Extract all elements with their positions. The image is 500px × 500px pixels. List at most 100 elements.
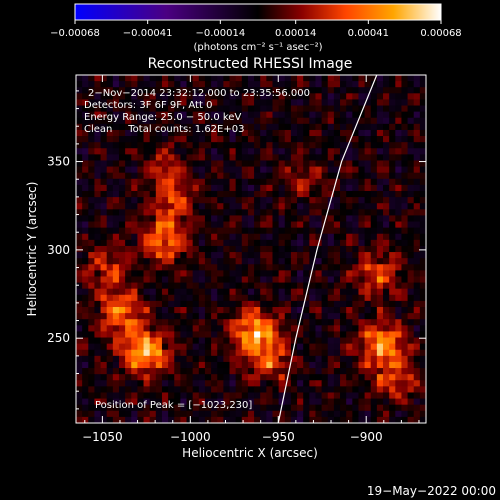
heatmap-pixel <box>266 349 273 357</box>
heatmap-pixel <box>383 270 390 277</box>
heatmap-pixel <box>217 129 224 137</box>
heatmap-pixel <box>192 276 200 283</box>
heatmap-pixel <box>168 404 175 412</box>
heatmap-pixel <box>321 368 329 375</box>
heatmap-pixel <box>180 392 187 399</box>
heatmap-pixel <box>149 331 157 338</box>
heatmap-pixel <box>149 75 157 82</box>
heatmap-pixel <box>364 307 372 314</box>
heatmap-pixel <box>229 294 237 302</box>
heatmap-pixel <box>340 252 347 259</box>
heatmap-pixel <box>419 386 426 393</box>
heatmap-pixel <box>278 221 286 229</box>
heatmap-pixel <box>204 264 212 271</box>
heatmap-pixel <box>143 313 151 320</box>
heatmap-pixel <box>229 81 237 88</box>
heatmap-pixel <box>284 319 292 326</box>
heatmap-pixel <box>82 404 89 412</box>
heatmap-pixel <box>174 368 181 375</box>
heatmap-pixel <box>278 172 286 180</box>
heatmap-pixel <box>168 258 175 265</box>
heatmap-pixel <box>198 209 206 216</box>
heatmap-pixel <box>211 203 218 210</box>
heatmap-pixel <box>247 209 255 216</box>
heatmap-pixel <box>419 172 426 180</box>
heatmap-pixel <box>94 197 101 204</box>
heatmap-pixel <box>106 154 114 161</box>
heatmap-pixel <box>137 166 144 174</box>
heatmap-pixel <box>100 245 108 253</box>
heatmap-pixel <box>155 239 163 247</box>
heatmap-pixel <box>143 184 151 192</box>
heatmap-pixel <box>333 258 341 265</box>
heatmap-pixel <box>315 392 323 399</box>
heatmap-pixel <box>241 313 249 320</box>
heatmap-pixel <box>395 129 402 137</box>
heatmap-pixel <box>149 325 157 332</box>
heatmap-pixel <box>383 416 390 423</box>
heatmap-pixel <box>223 392 230 399</box>
heatmap-pixel <box>211 361 218 369</box>
heatmap-pixel <box>309 343 316 351</box>
heatmap-pixel <box>131 416 138 423</box>
heatmap-pixel <box>235 148 243 155</box>
heatmap-pixel <box>131 142 138 149</box>
heatmap-pixel <box>395 227 402 235</box>
heatmap-pixel <box>340 380 347 387</box>
heatmap-pixel <box>180 361 187 369</box>
heatmap-pixel <box>333 355 341 363</box>
heatmap-pixel <box>389 123 396 131</box>
heatmap-pixel <box>76 349 83 357</box>
heatmap-pixel <box>401 160 408 167</box>
heatmap-pixel <box>118 300 126 308</box>
heatmap-pixel <box>346 129 353 137</box>
heatmap-pixel <box>309 148 316 155</box>
heatmap-pixel <box>211 75 218 82</box>
heatmap-pixel <box>284 270 292 277</box>
footer-date: 19−May−2022 00:00 <box>367 484 496 498</box>
heatmap-pixel <box>161 81 169 88</box>
heatmap-pixel <box>125 288 132 296</box>
heatmap-pixel <box>118 416 126 423</box>
heatmap-pixel <box>266 416 273 423</box>
heatmap-pixel <box>211 349 218 357</box>
heatmap-pixel <box>346 288 353 296</box>
heatmap-pixel <box>254 368 261 375</box>
heatmap-pixel <box>340 178 347 186</box>
heatmap-pixel <box>333 392 341 399</box>
heatmap-pixel <box>131 313 138 320</box>
heatmap-pixel <box>290 294 298 302</box>
heatmap-pixel <box>217 410 224 418</box>
heatmap-pixel <box>413 313 421 320</box>
heatmap-pixel <box>155 398 163 406</box>
heatmap-pixel <box>364 117 372 125</box>
heatmap-pixel <box>333 361 341 369</box>
heatmap-pixel <box>272 75 280 82</box>
heatmap-pixel <box>211 81 218 88</box>
heatmap-pixel <box>149 252 157 259</box>
heatmap-pixel <box>272 136 280 143</box>
heatmap-pixel <box>235 349 243 357</box>
heatmap-pixel <box>413 123 421 131</box>
heatmap-pixel <box>204 416 212 423</box>
heatmap-pixel <box>149 93 157 100</box>
heatmap-pixel <box>309 129 316 137</box>
heatmap-pixel <box>407 93 415 100</box>
heatmap-pixel <box>419 325 426 332</box>
heatmap-pixel <box>376 313 384 320</box>
heatmap-pixel <box>340 349 347 357</box>
heatmap-pixel <box>401 136 408 143</box>
heatmap-pixel <box>247 349 255 357</box>
heatmap-pixel <box>327 282 335 290</box>
heatmap-pixel <box>327 117 335 125</box>
heatmap-pixel <box>223 81 230 88</box>
heatmap-pixel <box>266 239 273 247</box>
heatmap-pixel <box>376 374 384 381</box>
heatmap-pixel <box>364 349 372 357</box>
heatmap-pixel <box>204 148 212 155</box>
heatmap-pixel <box>143 300 151 308</box>
heatmap-pixel <box>118 191 126 198</box>
heatmap-pixel <box>217 282 224 290</box>
heatmap-pixel <box>260 410 267 418</box>
heatmap-pixel <box>155 410 163 418</box>
